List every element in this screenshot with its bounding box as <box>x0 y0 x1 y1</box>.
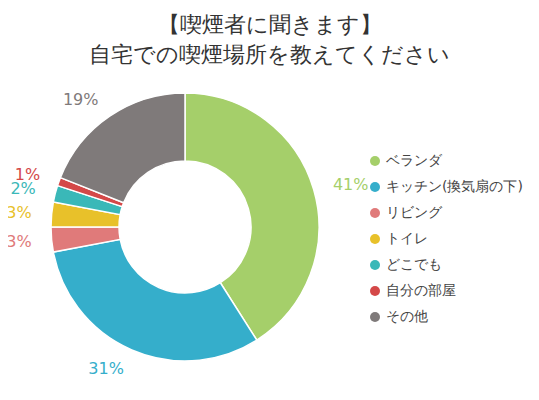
html-text:自分の部屋: 自分の部屋 <box>386 282 456 298</box>
html-text:【喫煙者に聞きます】: 【喫煙者に聞きます】 <box>157 12 382 37</box>
html-text:トイレ: トイレ <box>386 230 428 246</box>
html-text:リビング: リビング <box>386 204 442 220</box>
html-text:キッチン(換気扇の下): キッチン(換気扇の下) <box>386 178 523 194</box>
html-text:自宅での喫煙場所を教えてください: 自宅での喫煙場所を教えてください <box>89 42 450 67</box>
svg-text:3%: 3% <box>8 203 32 222</box>
svg-text:1%: 1% <box>15 165 40 184</box>
html-text:その他: その他 <box>386 308 428 324</box>
html-text:どこでも: どこでも <box>386 256 442 272</box>
svg-text:31%: 31% <box>88 359 124 378</box>
svg-text:3%: 3% <box>8 232 32 251</box>
svg-text:2%: 2% <box>10 179 36 199</box>
html-text:ベランダ: ベランダ <box>386 152 442 168</box>
svg-text:41%: 41% <box>333 175 369 194</box>
svg-text:19%: 19% <box>63 90 99 109</box>
